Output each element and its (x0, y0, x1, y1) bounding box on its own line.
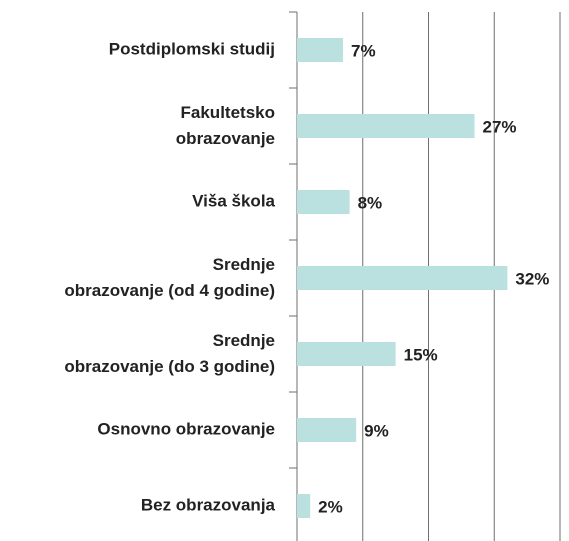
bar (297, 38, 344, 62)
category-label: Bez obrazovanja (141, 495, 276, 514)
category-label: Srednje obrazovanje (do 3 godine) (64, 331, 275, 376)
category-label: Viša škola (192, 191, 275, 210)
bar (297, 114, 475, 138)
value-label: 32% (515, 269, 549, 288)
bar (297, 342, 396, 366)
bar (297, 266, 508, 290)
value-label: 27% (483, 117, 517, 136)
bar (297, 418, 357, 442)
bar (297, 190, 350, 214)
value-label: 15% (404, 345, 438, 364)
bar (297, 494, 311, 518)
category-label: Srednje obrazovanje (od 4 godine) (64, 255, 275, 300)
value-label: 8% (358, 193, 383, 212)
value-label: 7% (351, 41, 376, 60)
category-label: Fakultetsko obrazovanje (176, 103, 275, 148)
value-label: 9% (364, 421, 389, 440)
value-label: 2% (318, 497, 343, 516)
category-label: Postdiplomski studij (109, 39, 275, 58)
category-label: Osnovno obrazovanje (97, 419, 275, 438)
